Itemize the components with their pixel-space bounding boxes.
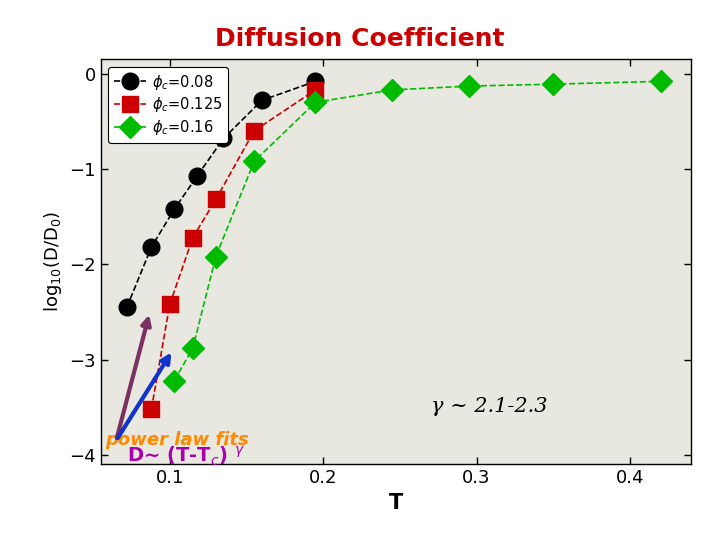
Text: γ ~ 2.1-2.3: γ ~ 2.1-2.3 bbox=[431, 397, 547, 416]
Text: D∼ (T-T$_c$) $^{\gamma}$: D∼ (T-T$_c$) $^{\gamma}$ bbox=[127, 445, 245, 468]
Text: Diffusion Coefficient: Diffusion Coefficient bbox=[215, 27, 505, 51]
$\phi_c$=0.16 bbox=[170, 377, 179, 384]
$\phi_c$=0.16 bbox=[250, 158, 258, 165]
$\phi_c$=0.16 bbox=[464, 83, 473, 89]
$\phi_c$=0.125 bbox=[189, 234, 197, 241]
$\phi_c$=0.125 bbox=[147, 406, 156, 413]
$\phi_c$=0.08 bbox=[170, 206, 179, 212]
Legend: $\phi_c$=0.08, $\phi_c$=0.125, $\phi_c$=0.16: $\phi_c$=0.08, $\phi_c$=0.125, $\phi_c$=… bbox=[108, 67, 228, 143]
$\phi_c$=0.16 bbox=[549, 81, 557, 87]
Line: $\phi_c$=0.08: $\phi_c$=0.08 bbox=[119, 73, 324, 315]
$\phi_c$=0.08 bbox=[258, 97, 266, 104]
$\phi_c$=0.16 bbox=[189, 345, 197, 352]
$\phi_c$=0.08 bbox=[193, 172, 202, 179]
$\phi_c$=0.16 bbox=[311, 99, 320, 105]
$\phi_c$=0.08 bbox=[147, 244, 156, 251]
$\phi_c$=0.125 bbox=[250, 127, 258, 134]
$\phi_c$=0.125 bbox=[166, 301, 174, 308]
$\phi_c$=0.08 bbox=[219, 135, 228, 141]
Line: $\phi_c$=0.125: $\phi_c$=0.125 bbox=[144, 82, 323, 417]
$\phi_c$=0.16 bbox=[388, 86, 397, 93]
Text: power law fits: power law fits bbox=[105, 431, 249, 449]
$\phi_c$=0.08 bbox=[122, 304, 131, 310]
X-axis label: T: T bbox=[389, 493, 403, 513]
$\phi_c$=0.125 bbox=[212, 196, 220, 202]
$\phi_c$=0.125 bbox=[311, 86, 320, 93]
Line: $\phi_c$=0.16: $\phi_c$=0.16 bbox=[167, 73, 668, 388]
$\phi_c$=0.16 bbox=[656, 78, 665, 85]
$\phi_c$=0.16 bbox=[212, 253, 220, 260]
Y-axis label: log$_{10}$(D/D$_0$): log$_{10}$(D/D$_0$) bbox=[42, 211, 64, 313]
$\phi_c$=0.08 bbox=[311, 78, 320, 85]
